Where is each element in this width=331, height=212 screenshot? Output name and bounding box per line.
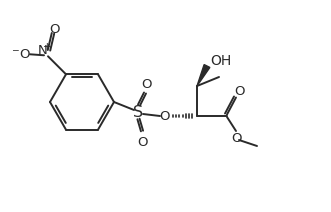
Text: +: + — [43, 42, 51, 52]
Text: O: O — [49, 23, 59, 36]
Text: S: S — [133, 105, 143, 120]
Text: O: O — [137, 135, 147, 148]
Text: N: N — [38, 44, 47, 57]
Text: OH: OH — [211, 54, 232, 68]
Text: O: O — [234, 85, 245, 98]
Polygon shape — [197, 65, 210, 86]
Text: O: O — [142, 78, 152, 91]
Text: O: O — [160, 110, 170, 123]
Text: O: O — [232, 131, 242, 145]
Text: $^{-}$O: $^{-}$O — [11, 48, 30, 61]
